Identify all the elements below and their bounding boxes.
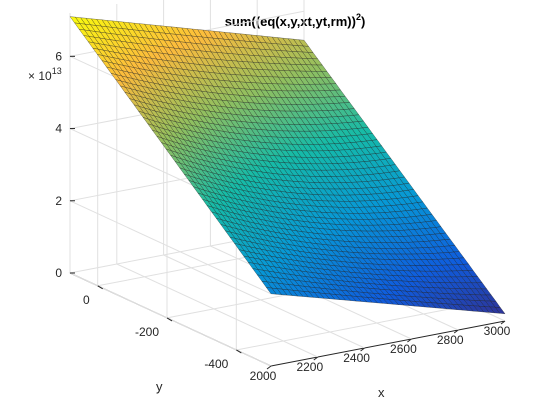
surface-patch: [266, 287, 277, 295]
y-axis-label: y: [156, 379, 163, 394]
x-tick-label: 2000: [250, 369, 277, 383]
x-tick-label: 2200: [296, 360, 323, 374]
z-tick-label: 6: [55, 49, 62, 63]
x-tick-label: 3000: [484, 324, 511, 338]
y-tick-label: -400: [204, 357, 228, 371]
x-axis-line: [270, 320, 506, 367]
x-tick-mark: [313, 356, 319, 361]
chart-title: sum((eq(x,y,xt,yt,rm))2): [225, 12, 366, 29]
tick-labels: 2000 2200 2400 2600 2800 3000 0 -200 -400 0 2 4 6: [55, 49, 510, 383]
x-tick-label: 2400: [343, 351, 370, 365]
x-axis-label: x: [378, 385, 385, 400]
x-tick-label: 2800: [437, 333, 464, 347]
y-tick-mark: [166, 317, 173, 322]
x-tick-mark: [266, 365, 272, 370]
x-tick-mark: [453, 329, 459, 334]
x-tick-label: 2600: [390, 342, 417, 356]
y-tick-mark: [236, 349, 242, 354]
z-tick-label: 0: [55, 266, 62, 280]
z-tick-label: 4: [55, 122, 62, 136]
x-tick-mark: [360, 347, 365, 352]
x-tick-mark: [500, 320, 506, 325]
x-tick-mark: [407, 338, 412, 343]
surface-mesh: [69, 16, 506, 315]
y-tick-mark: [97, 285, 103, 290]
z-tick-label: 2: [55, 194, 62, 208]
z-multiplier: × 1013: [28, 66, 62, 83]
y-tick-label: 0: [83, 293, 90, 307]
y-tick-label: -200: [135, 325, 159, 339]
